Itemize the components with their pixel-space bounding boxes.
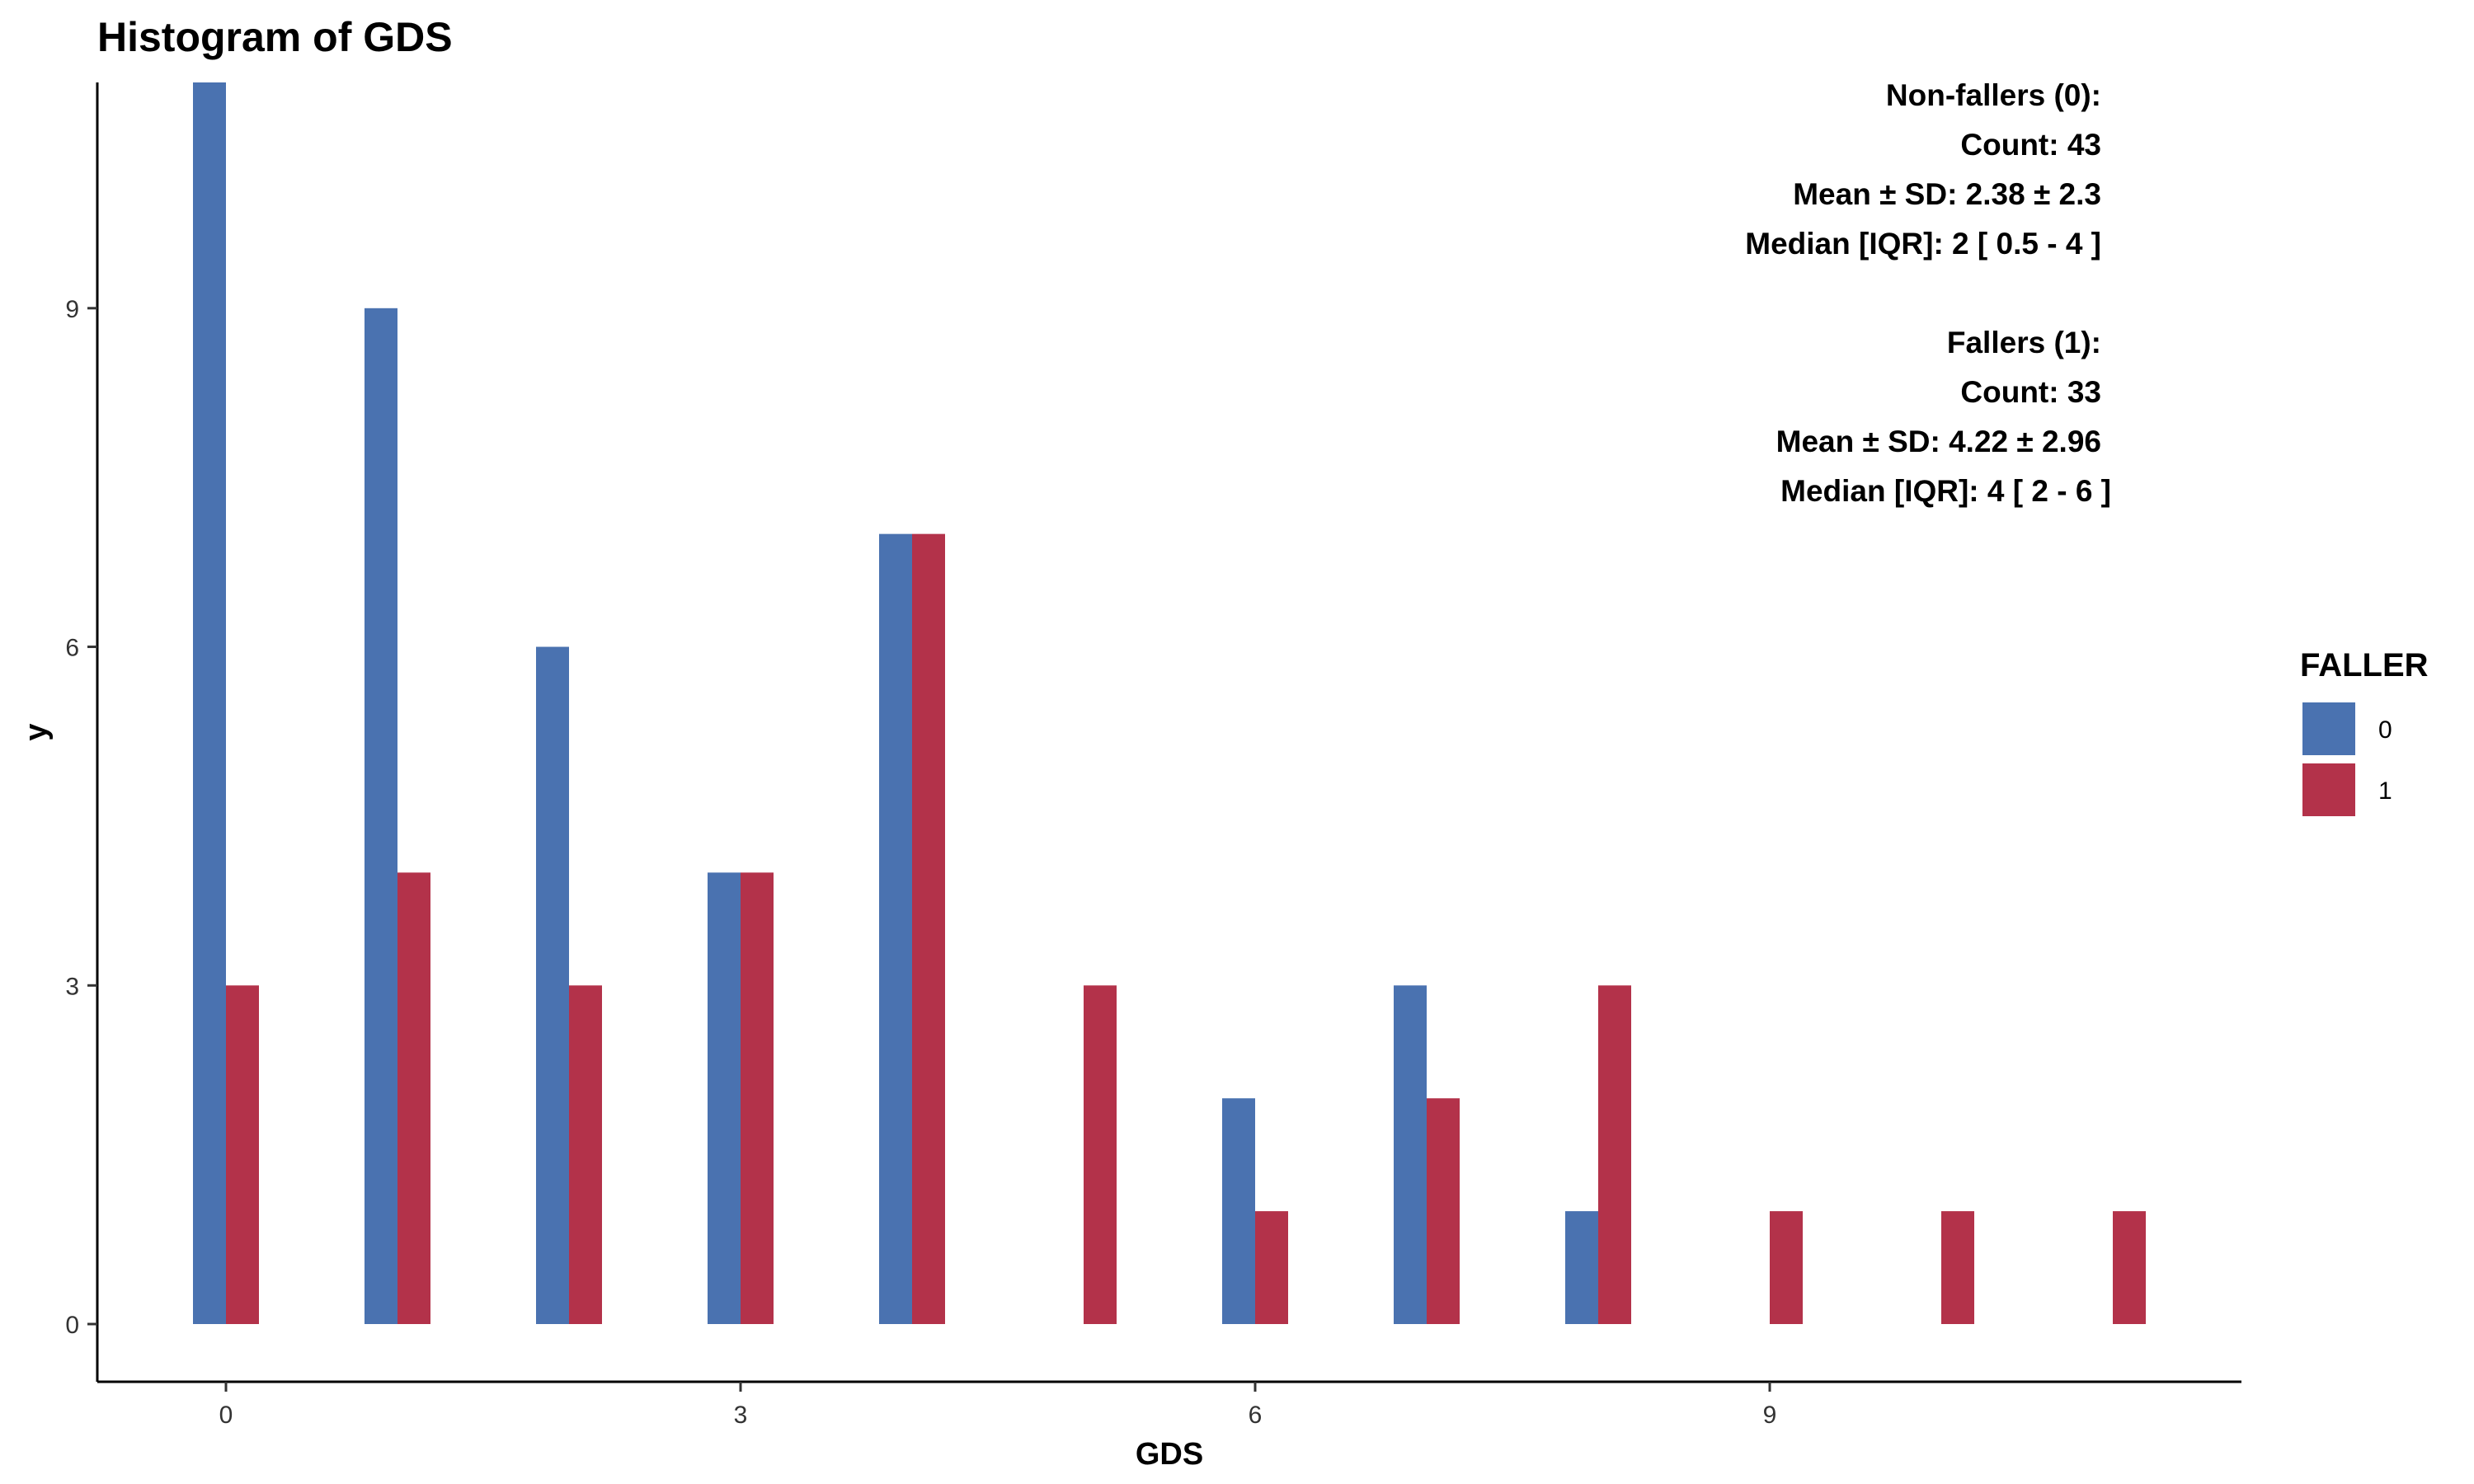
bar-faller-1-gds-4 — [912, 533, 945, 1324]
bar-faller-1-gds-10 — [1941, 1211, 1974, 1324]
bar-faller-0-gds-8 — [1565, 1211, 1598, 1324]
plot-area — [193, 82, 2146, 1325]
annotation-line: Mean ± SD: 4.22 ± 2.96 — [1776, 425, 2101, 458]
legend-swatch-1 — [2302, 763, 2355, 816]
y-tick-label: 3 — [65, 973, 79, 1000]
annotation-line: Non-fallers (0): — [1886, 78, 2101, 112]
summary-annotation: Non-fallers (0): Count: 43 Mean ± SD: 2.38… — [1745, 78, 2111, 508]
x-axis-title: GDS — [1136, 1437, 1203, 1472]
legend-label-0: 0 — [2378, 716, 2392, 744]
legend-swatch-0 — [2302, 702, 2355, 755]
legend: FALLER 01 — [2300, 647, 2429, 816]
annotation-line: Median [IQR]: 2 [ 0.5 - 4 ] — [1745, 227, 2101, 261]
x-tick-label: 3 — [734, 1402, 748, 1429]
bar-faller-0-gds-0 — [193, 82, 226, 1324]
y-tick-label: 6 — [65, 635, 79, 662]
annotation-line: Median [IQR]: 4 [ 2 - 6 ] — [1780, 474, 2111, 508]
bar-faller-1-gds-2 — [569, 985, 602, 1324]
y-tick-label: 9 — [65, 296, 79, 323]
bar-faller-1-gds-8 — [1598, 985, 1631, 1324]
bar-faller-1-gds-6 — [1255, 1211, 1288, 1324]
annotation-line: Mean ± SD: 2.38 ± 2.3 — [1793, 177, 2101, 211]
y-axis-ticks: 0 3 6 9 — [65, 296, 97, 1339]
bar-faller-0-gds-4 — [879, 533, 912, 1324]
bar-faller-0-gds-3 — [708, 872, 741, 1324]
y-tick-label: 0 — [65, 1312, 79, 1339]
bar-faller-0-gds-1 — [365, 308, 397, 1325]
chart-title: Histogram of GDS — [97, 14, 453, 60]
legend-items: 01 — [2302, 702, 2392, 816]
x-tick-label: 9 — [1763, 1402, 1777, 1429]
bar-faller-0-gds-7 — [1394, 985, 1427, 1324]
bar-faller-1-gds-11 — [2113, 1211, 2146, 1324]
bar-faller-1-gds-5 — [1084, 985, 1117, 1324]
bar-faller-1-gds-3 — [741, 872, 774, 1324]
annotation-line: Count: 33 — [1960, 375, 2101, 409]
bar-faller-0-gds-6 — [1222, 1098, 1255, 1324]
bar-faller-1-gds-7 — [1427, 1098, 1460, 1324]
annotation-line: Count: 43 — [1960, 128, 2101, 162]
y-axis-title: y — [19, 723, 54, 740]
annotation-line: Fallers (1): — [1947, 326, 2101, 359]
x-tick-label: 0 — [219, 1402, 233, 1429]
legend-label-1: 1 — [2378, 777, 2392, 805]
bar-faller-1-gds-1 — [397, 872, 430, 1324]
bar-faller-1-gds-0 — [226, 985, 259, 1324]
bar-faller-1-gds-9 — [1770, 1211, 1803, 1324]
bar-faller-0-gds-2 — [536, 646, 569, 1324]
x-tick-label: 6 — [1249, 1402, 1263, 1429]
x-axis-ticks: 0 3 6 9 — [219, 1382, 1777, 1429]
legend-title: FALLER — [2300, 647, 2429, 683]
